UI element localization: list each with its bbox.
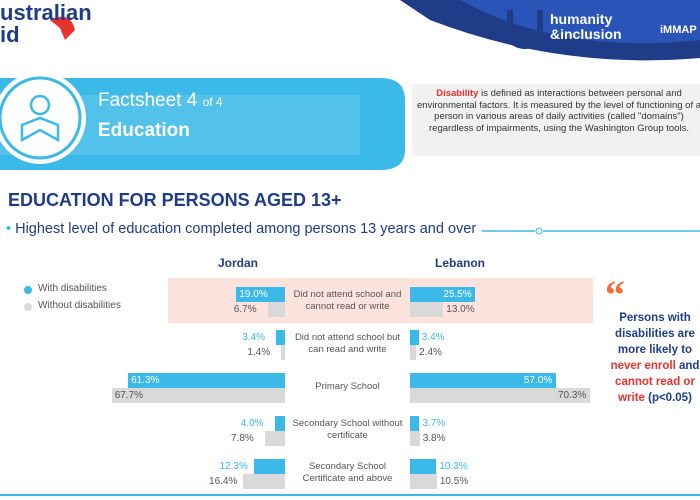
legend-label: With disabilities bbox=[38, 283, 107, 294]
bar bbox=[410, 474, 437, 489]
value-label: 19.0% bbox=[239, 289, 268, 300]
quote-part: cannot read or write bbox=[615, 376, 695, 404]
legend-swatch bbox=[24, 303, 32, 311]
bar bbox=[111, 388, 285, 403]
factsheet-number: Factsheet 4 bbox=[98, 90, 198, 111]
quote-text: Persons with disabilities are more likel… bbox=[605, 310, 700, 406]
value-label: 3.7% bbox=[422, 418, 446, 429]
bar bbox=[410, 459, 437, 474]
value-label: 4.0% bbox=[240, 418, 264, 429]
value-label: 57.0% bbox=[523, 375, 553, 386]
category-label: Did not attend school but can read and w… bbox=[294, 332, 401, 355]
quote-box: “ Persons with disabilities are more lik… bbox=[605, 272, 700, 406]
bar bbox=[410, 373, 556, 388]
value-label: 16.4% bbox=[209, 476, 238, 487]
value-label: 61.3% bbox=[131, 375, 160, 386]
bar bbox=[253, 459, 285, 474]
value-label: 7.8% bbox=[231, 433, 254, 444]
value-label: 10.3% bbox=[439, 461, 468, 472]
logo-text: id bbox=[0, 22, 20, 47]
value-label: 67.7% bbox=[114, 390, 144, 401]
value-label: 70.3% bbox=[557, 390, 587, 401]
value-label: 1.4% bbox=[247, 347, 271, 358]
value-label: 25.5% bbox=[443, 289, 472, 300]
quote-mark: “ bbox=[605, 272, 625, 317]
chart-title-text: Highest level of education completed amo… bbox=[15, 221, 477, 237]
logo-right: humanity &inclusion bbox=[550, 12, 622, 42]
factsheet-topic: Education bbox=[98, 120, 190, 141]
definition-text: is defined as interactions between perso… bbox=[416, 88, 700, 134]
category-label: Did not attend school and cannot read or… bbox=[293, 289, 402, 312]
value-label: 3.4% bbox=[421, 332, 445, 343]
category-label: Secondary School Certificate and above bbox=[302, 461, 393, 484]
quote-part: Persons with disabilities are more likel… bbox=[615, 312, 695, 356]
category-label: Secondary School without certificate bbox=[292, 418, 403, 441]
logo-far-right: iMMAP bbox=[660, 24, 697, 36]
value-label: 3.8% bbox=[422, 433, 446, 444]
bar bbox=[410, 388, 590, 403]
chart-title: • Highest level of education completed a… bbox=[0, 221, 483, 237]
value-label: 13.0% bbox=[446, 304, 475, 315]
bar bbox=[410, 345, 417, 360]
bar bbox=[410, 431, 420, 446]
value-label: 6.7% bbox=[233, 304, 257, 315]
section-title: EDUCATION FOR PERSONS AGED 13+ bbox=[8, 190, 342, 210]
legend-swatch bbox=[24, 286, 32, 294]
definition-term: Disability bbox=[436, 88, 479, 99]
bar bbox=[236, 287, 285, 302]
bar bbox=[281, 345, 285, 360]
bar bbox=[410, 416, 420, 431]
bar bbox=[276, 330, 285, 345]
value-label: 3.4% bbox=[242, 332, 266, 343]
bar bbox=[274, 416, 285, 431]
bar bbox=[265, 431, 285, 446]
bar bbox=[410, 287, 476, 302]
bar bbox=[410, 302, 444, 317]
bar bbox=[410, 330, 419, 345]
bar bbox=[267, 302, 285, 317]
value-label: 10.5% bbox=[439, 476, 469, 487]
quote-part: and bbox=[675, 360, 700, 372]
logo-left: ustralian id bbox=[0, 2, 92, 46]
panel-name: Jordan bbox=[218, 256, 259, 270]
panel-name: Lebanon bbox=[435, 256, 485, 270]
value-label: 12.3% bbox=[219, 461, 248, 472]
logo-text: humanity bbox=[550, 11, 613, 27]
factsheet-label: Factsheet 4 of 4 bbox=[98, 90, 223, 112]
legend-label: Without disabilities bbox=[38, 300, 121, 311]
bar bbox=[128, 373, 285, 388]
quote-part: (p<0.05) bbox=[644, 392, 692, 404]
factsheet-of: of 4 bbox=[202, 95, 223, 109]
category-label: Primary School bbox=[315, 381, 380, 392]
logo-text: &inclusion bbox=[550, 26, 622, 42]
value-label: 2.4% bbox=[419, 347, 442, 358]
bar bbox=[243, 474, 285, 489]
logo-text: ustralian bbox=[0, 0, 92, 25]
definition: Disability is defined as interactions be… bbox=[414, 88, 700, 134]
quote-part: never enroll bbox=[610, 360, 676, 372]
